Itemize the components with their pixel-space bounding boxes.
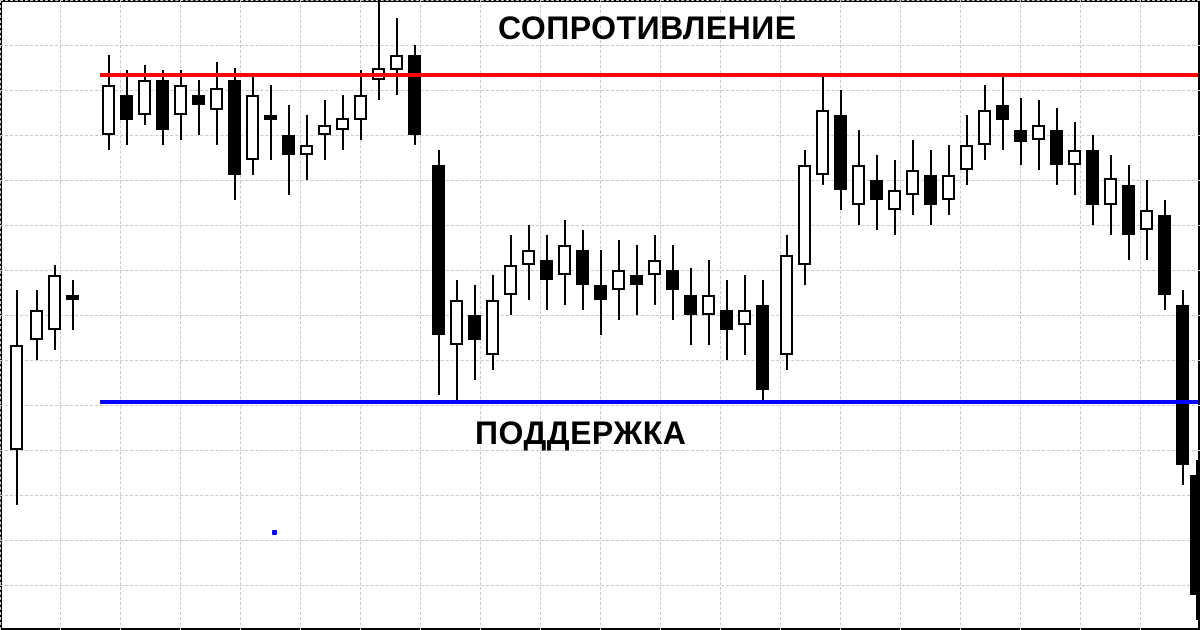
candle-body	[174, 85, 187, 115]
candle-body	[318, 125, 331, 135]
candle-body	[354, 95, 367, 120]
candle-body	[996, 105, 1009, 120]
candle-body	[390, 55, 403, 70]
candle-body	[1104, 178, 1117, 205]
candle-body	[192, 95, 205, 105]
candle-body	[156, 80, 169, 130]
candle-body	[1032, 125, 1045, 140]
candle-body	[1014, 130, 1027, 142]
grid-v	[660, 0, 661, 630]
candle-body	[834, 115, 847, 190]
candle-body	[576, 250, 589, 285]
support-line	[100, 400, 1198, 404]
candle-body	[906, 170, 919, 195]
candle-body	[684, 295, 697, 315]
candle-body	[282, 135, 295, 155]
candle-body	[1050, 130, 1063, 165]
candle-body	[48, 275, 61, 330]
candle-body	[1122, 185, 1135, 235]
candlestick-chart: СОПРОТИВЛЕНИЕ ПОДДЕРЖКА	[0, 0, 1200, 630]
candle-body	[942, 175, 955, 200]
grid-v	[1140, 0, 1141, 630]
resistance-line	[100, 73, 1198, 77]
candle-body	[870, 180, 883, 200]
candle-body	[738, 310, 751, 325]
candle-body	[666, 270, 679, 290]
candle-body	[1140, 210, 1153, 230]
candle-body	[30, 310, 43, 340]
support-label: ПОДДЕРЖКА	[475, 415, 686, 452]
grid-v	[0, 0, 1, 630]
grid-v	[1020, 0, 1021, 630]
candle-body	[720, 310, 733, 330]
candle-body	[1068, 150, 1081, 165]
candle-body	[450, 300, 463, 345]
candle-body	[10, 345, 23, 450]
candle-body	[1176, 305, 1189, 465]
candle-body	[1158, 215, 1171, 295]
candle-body	[408, 55, 421, 135]
candle-body	[978, 110, 991, 145]
candle-wick	[378, 0, 380, 100]
candle-body	[702, 295, 715, 315]
candle-body	[210, 88, 223, 110]
candle-body	[648, 260, 661, 275]
candle-wick	[270, 85, 272, 160]
grid-v	[300, 0, 301, 630]
candle-body	[300, 145, 313, 155]
candle-wick	[198, 80, 200, 135]
candle-body	[486, 300, 499, 355]
grid-v	[900, 0, 901, 630]
candle-body	[852, 165, 865, 205]
marker-dot	[272, 530, 277, 535]
candle-body	[756, 305, 769, 390]
candle-body	[66, 295, 79, 300]
candle-body	[468, 315, 481, 340]
candle-wick	[72, 280, 74, 330]
candle-body	[540, 260, 553, 280]
grid-v	[960, 0, 961, 630]
candle-body	[630, 275, 643, 285]
candle-body	[960, 145, 973, 170]
candle-body	[1190, 475, 1200, 595]
candle-body	[228, 80, 241, 175]
candle-body	[102, 85, 115, 135]
candle-body	[1086, 150, 1099, 205]
candle-body	[924, 175, 937, 205]
grid-v	[1080, 0, 1081, 630]
candle-body	[558, 245, 571, 275]
grid-v	[540, 0, 541, 630]
candle-body	[504, 265, 517, 295]
candle-body	[780, 255, 793, 355]
candle-body	[888, 190, 901, 210]
candle-body	[120, 95, 133, 120]
candle-body	[336, 118, 349, 130]
candle-body	[612, 270, 625, 290]
candle-body	[522, 250, 535, 265]
candle-body	[798, 165, 811, 265]
resistance-label: СОПРОТИВЛЕНИЕ	[498, 10, 797, 47]
candle-body	[594, 285, 607, 300]
candle-body	[264, 115, 277, 120]
candle-body	[246, 95, 259, 160]
candle-body	[432, 165, 445, 335]
candle-body	[816, 110, 829, 175]
candle-body	[138, 80, 151, 115]
